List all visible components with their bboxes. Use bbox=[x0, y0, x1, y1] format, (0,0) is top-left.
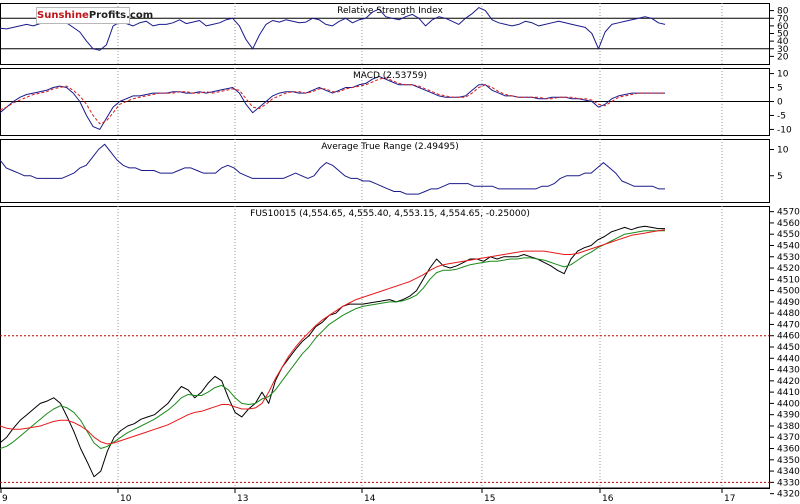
x-tick-label: 14 bbox=[364, 494, 376, 504]
price-y-tick-label: 4370 bbox=[777, 433, 800, 443]
atr-line bbox=[0, 143, 665, 195]
price-y-tick-label: 4420 bbox=[777, 377, 800, 387]
price-y-tick-label: 4500 bbox=[777, 287, 800, 297]
brand-logo: SunshineProfits.com bbox=[36, 7, 153, 24]
price-y-tick-label: 4460 bbox=[777, 332, 800, 342]
price-title: FUS10015 (4,554.65, 4,555.40, 4,553.15, … bbox=[250, 209, 530, 219]
price-y-tick-label: 4550 bbox=[777, 230, 800, 240]
price-y-tick-label: 4380 bbox=[777, 422, 800, 432]
price-y-tick-label: 4440 bbox=[777, 354, 800, 364]
price-y-tick-label: 4350 bbox=[777, 456, 800, 466]
x-tick-label: 17 bbox=[724, 494, 735, 504]
price-y-tick-label: 4530 bbox=[777, 253, 800, 263]
price-y-tick-label: 4540 bbox=[777, 241, 800, 251]
price-y-tick-label: 4450 bbox=[777, 343, 800, 353]
price-y-tick-label: 4470 bbox=[777, 320, 800, 330]
slow-ma-line bbox=[0, 229, 666, 445]
macd-title: MACD (2.53759) bbox=[353, 71, 427, 81]
x-tick-label: 16 bbox=[602, 494, 614, 504]
atr-frame bbox=[0, 139, 770, 203]
price-y-tick-label: 4320 bbox=[777, 490, 800, 500]
price-y-tick-label: 4480 bbox=[777, 309, 800, 319]
rsi-y-tick-label: 60 bbox=[777, 22, 789, 32]
rsi-y-tick-label: 20 bbox=[777, 52, 789, 62]
price-y-tick-label: 4490 bbox=[777, 298, 800, 308]
price-y-tick-label: 4400 bbox=[777, 399, 800, 409]
price-y-tick-label: 4410 bbox=[777, 388, 800, 398]
atr-y-tick-label: 5 bbox=[777, 172, 783, 182]
macd-y-tick-label: 10 bbox=[777, 70, 789, 80]
macd-panel: 10 5 0 -5 -10 MACD (2.53759) bbox=[0, 68, 792, 136]
price-y-tick-label: 4510 bbox=[777, 275, 800, 285]
x-tick-label: 9 bbox=[2, 494, 8, 504]
rsi-y-tick-label: 80 bbox=[777, 7, 789, 17]
fast-ma-line bbox=[0, 230, 665, 449]
x-tick-label: 10 bbox=[120, 494, 132, 504]
price-y-tick-label: 4360 bbox=[777, 445, 800, 455]
rsi-title: Relative Strength Index bbox=[337, 6, 443, 16]
macd-signal-line bbox=[0, 77, 665, 125]
rsi-y-tick-label: 30 bbox=[777, 45, 789, 55]
macd-line bbox=[0, 75, 665, 130]
macd-y-tick-label: 0 bbox=[777, 98, 783, 108]
macd-y-tick-label: 5 bbox=[777, 84, 783, 94]
macd-y-tick-label: -10 bbox=[777, 125, 792, 135]
price-y-tick-label: 4340 bbox=[777, 467, 800, 477]
atr-y-tick-label: 10 bbox=[777, 146, 789, 156]
atr-panel: 10 5 Average True Range (2.49495) bbox=[0, 139, 789, 203]
price-y-tick-label: 4570 bbox=[777, 208, 800, 218]
price-y-tick-label: 4330 bbox=[777, 478, 800, 488]
atr-title: Average True Range (2.49495) bbox=[321, 142, 458, 152]
price-frame bbox=[0, 206, 770, 489]
price-y-tick-label: 4430 bbox=[777, 366, 800, 376]
price-y-tick-label: 4560 bbox=[777, 219, 800, 229]
price-y-tick-label: 4520 bbox=[777, 264, 800, 274]
rsi-line bbox=[0, 7, 666, 51]
rsi-y-tick-label: 70 bbox=[777, 14, 789, 24]
rsi-y-tick-label: 40 bbox=[777, 37, 789, 47]
brand-logo-red: Sunshine bbox=[37, 10, 89, 21]
brand-logo-black: Profits.com bbox=[88, 10, 154, 21]
x-tick-label: 13 bbox=[237, 494, 248, 504]
rsi-y-tick-label: 50 bbox=[777, 30, 789, 40]
price-y-tick-label: 4390 bbox=[777, 411, 800, 421]
macd-y-tick-label: -5 bbox=[777, 111, 786, 121]
x-tick-label: 15 bbox=[484, 494, 495, 504]
